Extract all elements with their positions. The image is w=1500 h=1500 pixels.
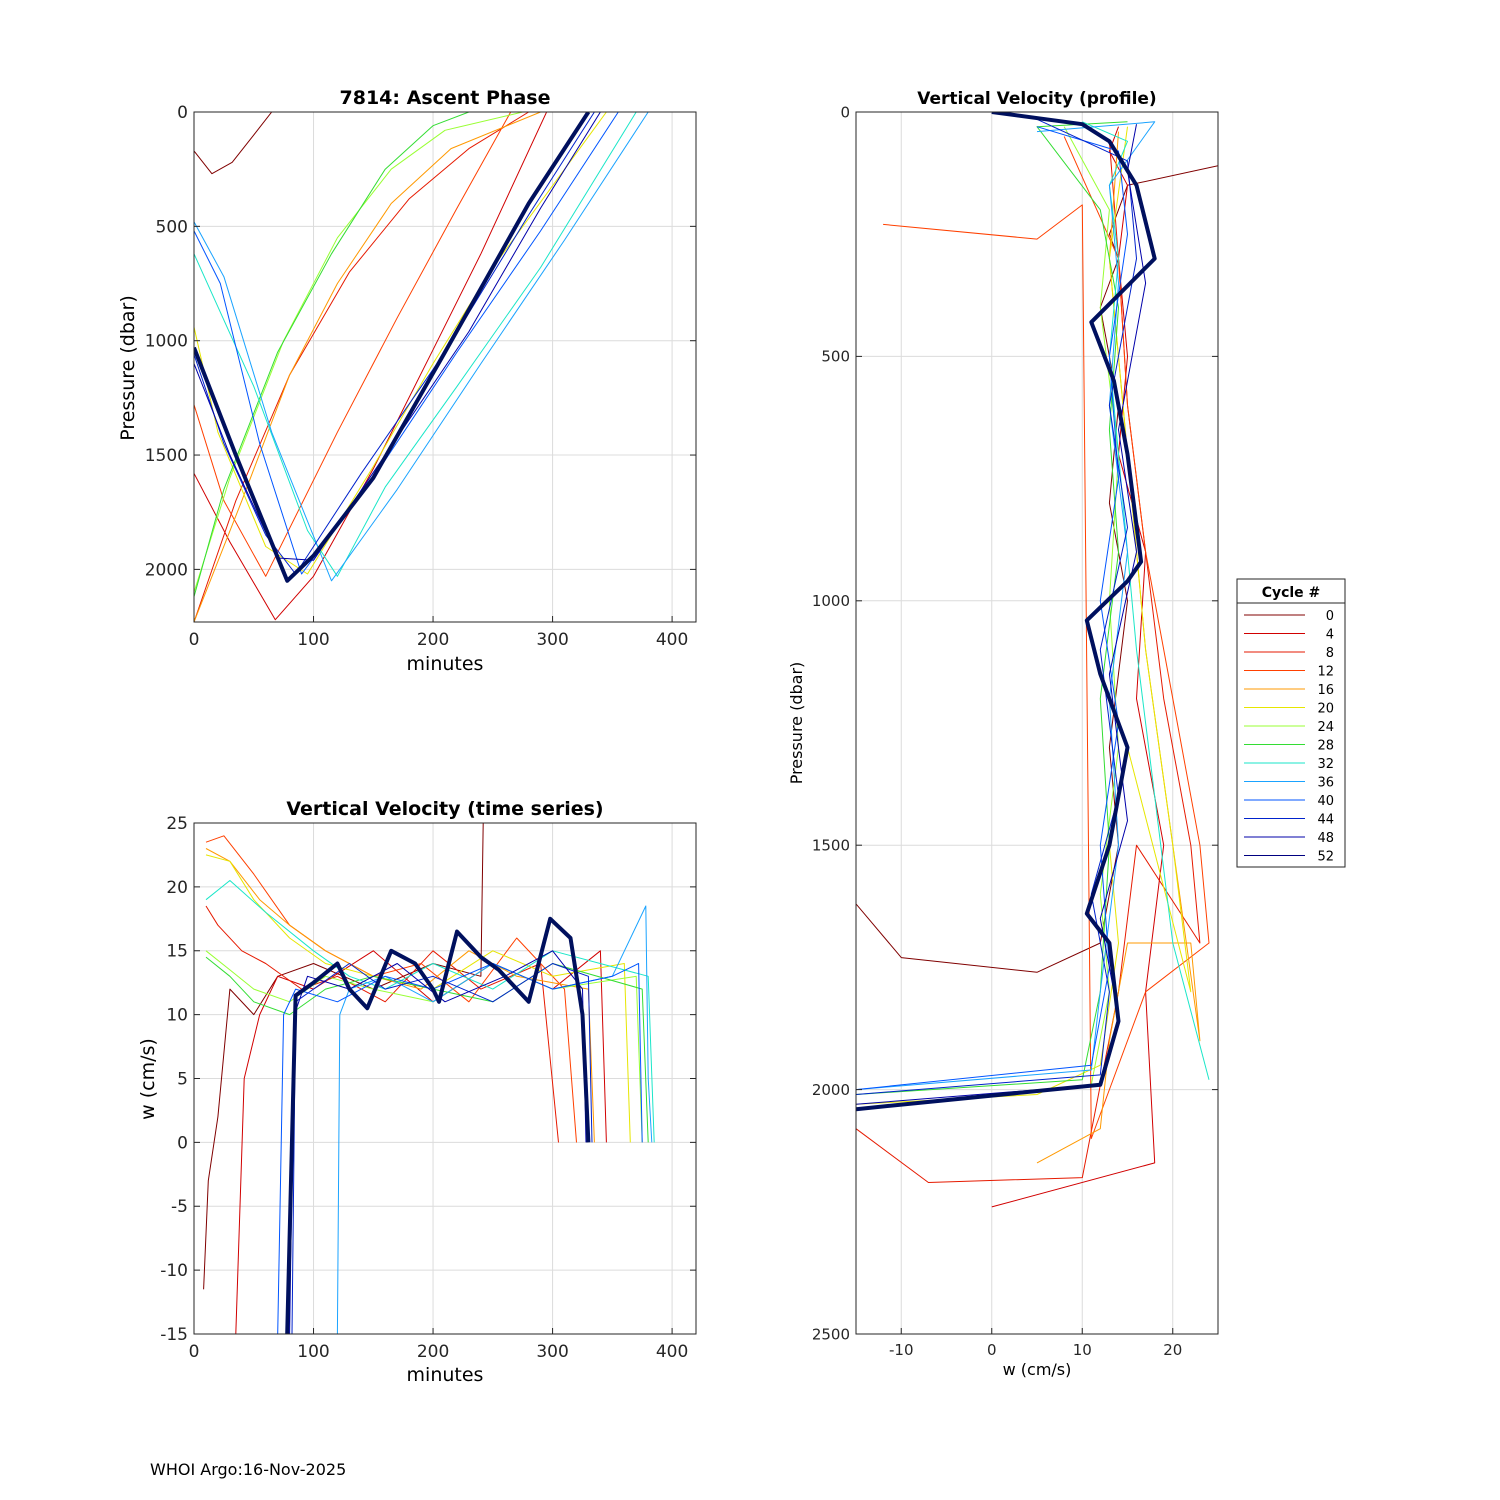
profile-series-cycle-44 — [856, 118, 1137, 1095]
profile-ylabel: Pressure (dbar) — [787, 662, 806, 785]
timeseries-series-cycle-4 — [235, 950, 607, 1334]
ascent-series-cycle-16 — [194, 112, 541, 622]
profile-series — [856, 112, 1218, 1208]
profile-title: Vertical Velocity (profile) — [917, 89, 1156, 109]
ascent-series-cycle-12 — [194, 112, 512, 577]
legend-label-cycle-32: 32 — [1317, 757, 1334, 772]
legend-label-cycle-44: 44 — [1317, 813, 1334, 828]
ascent-ytick-label: 500 — [156, 217, 188, 237]
ascent-xtick-label: 400 — [656, 630, 688, 650]
legend-label-cycle-28: 28 — [1317, 739, 1334, 754]
ascent-phase-chart: 0 100 200 300 400 0 500 1000 1500 2000 7814: Asce… — [117, 87, 697, 675]
profile-series-cycle-28 — [856, 121, 1128, 1095]
ascent-series-cycle-36 — [194, 112, 649, 582]
ascent-ytick-label: 2000 — [145, 560, 188, 580]
legend-label-cycle-20: 20 — [1317, 702, 1334, 717]
timeseries-series-cycle-44 — [291, 963, 593, 1334]
profile-xtick-label: -10 — [889, 1341, 914, 1359]
timeseries-xlabel: minutes — [407, 1364, 484, 1386]
legend-label-cycle-0: 0 — [1326, 609, 1334, 624]
ascent-series-cycle-44 — [194, 112, 595, 575]
ascent-xtick-label: 0 — [189, 630, 200, 650]
timeseries-xtick-label: 300 — [536, 1342, 568, 1362]
timeseries-title: Vertical Velocity (time series) — [286, 798, 603, 820]
profile-ytick-label: 500 — [821, 348, 850, 366]
profile-xtick-label: 10 — [1073, 1341, 1092, 1359]
legend-label-cycle-48: 48 — [1317, 831, 1334, 846]
ascent-ytick-label: 1500 — [145, 446, 188, 466]
legend-label-cycle-12: 12 — [1317, 665, 1334, 680]
profile-series-cycle-32 — [1082, 121, 1210, 1080]
velocity-profile-chart: -10 0 10 20 0 500 1000 1500 2000 2500 Vertical Ve… — [787, 89, 1219, 1379]
legend-label-cycle-4: 4 — [1326, 628, 1334, 643]
profile-ytick-label: 2000 — [812, 1081, 850, 1099]
ascent-ylabel: Pressure (dbar) — [117, 295, 139, 441]
ascent-series-cycle-52 — [194, 112, 591, 583]
timeseries-xtick-label: 400 — [656, 1342, 688, 1362]
timeseries-series-cycle-48 — [289, 950, 587, 1334]
timeseries-xtick-label: 100 — [297, 1342, 329, 1362]
ascent-series — [194, 112, 649, 622]
timeseries-xtick-label: 0 — [189, 1342, 200, 1362]
legend-label-cycle-36: 36 — [1317, 776, 1334, 791]
ascent-xtick-label: 300 — [536, 630, 568, 650]
timeseries-ytick-label: 25 — [166, 814, 188, 834]
profile-ytick-label: 2500 — [812, 1325, 850, 1343]
profile-ytick-label: 1500 — [812, 836, 850, 854]
ascent-xlabel: minutes — [407, 653, 484, 675]
timeseries-ytick-label: -10 — [160, 1261, 188, 1281]
profile-ytick-label: 0 — [840, 103, 850, 121]
ascent-series-cycle-32 — [194, 112, 637, 577]
legend-title: Cycle # — [1262, 585, 1321, 601]
profile-xlabel: w (cm/s) — [1003, 1360, 1072, 1379]
timeseries-ytick-label: -5 — [171, 1197, 188, 1217]
timeseries-ylabel: w (cm/s) — [137, 1038, 159, 1120]
ascent-ticks: 0 100 200 300 400 0 500 1000 1500 2000 — [145, 103, 696, 650]
ascent-series-cycle-0 — [194, 112, 273, 175]
ascent-series-cycle-8 — [194, 112, 529, 622]
profile-plot-area — [856, 112, 1218, 1334]
ascent-ytick-label: 0 — [177, 103, 188, 123]
timeseries-ytick-label: 5 — [177, 1069, 188, 1089]
ascent-series-cycle-28 — [194, 112, 470, 597]
timeseries-ytick-label: 15 — [166, 942, 188, 962]
ascent-xtick-label: 200 — [417, 630, 449, 650]
profile-series-cycle-40 — [856, 126, 1128, 1091]
timeseries-ytick-label: -15 — [160, 1325, 188, 1345]
ascent-series-cycle-4 — [194, 112, 548, 621]
profile-ticks: -10 0 10 20 0 500 1000 1500 2000 2500 — [812, 103, 1218, 1359]
profile-series-cycle-52 — [856, 112, 1157, 1112]
ascent-ytick-label: 1000 — [145, 332, 188, 352]
profile-xtick-label: 0 — [987, 1341, 997, 1359]
legend-label-cycle-40: 40 — [1317, 794, 1334, 809]
footer-credit: WHOI Argo:16-Nov-2025 — [150, 1460, 347, 1479]
ascent-series-cycle-24 — [194, 112, 523, 593]
timeseries-series-cycle-8 — [205, 905, 559, 1143]
ascent-title: 7814: Ascent Phase — [340, 87, 551, 109]
profile-xtick-label: 20 — [1163, 1341, 1182, 1359]
profile-ytick-label: 1000 — [812, 592, 850, 610]
timeseries-xtick-label: 200 — [417, 1342, 449, 1362]
timeseries-ticks: 0 100 200 300 400 -15 -10 -5 0 5 10 15 20 25 — [160, 814, 696, 1362]
legend-label-cycle-8: 8 — [1326, 646, 1334, 661]
timeseries-series — [203, 823, 655, 1334]
legend-label-cycle-24: 24 — [1317, 720, 1334, 735]
ascent-axes-box — [193, 111, 697, 623]
profile-series-cycle-12 — [883, 136, 1210, 1139]
legend-label-cycle-52: 52 — [1317, 850, 1334, 865]
timeseries-series-cycle-52 — [285, 916, 591, 1334]
ascent-xtick-label: 100 — [297, 630, 329, 650]
velocity-time-series-chart: 0 100 200 300 400 -15 -10 -5 0 5 10 15 20 25 Vertical… — [137, 798, 697, 1386]
profile-axes-box — [855, 111, 1219, 1335]
timeseries-ytick-label: 0 — [177, 1133, 188, 1153]
timeseries-ytick-label: 20 — [166, 878, 188, 898]
legend-label-cycle-16: 16 — [1317, 683, 1334, 698]
timeseries-ytick-label: 10 — [166, 1006, 188, 1026]
